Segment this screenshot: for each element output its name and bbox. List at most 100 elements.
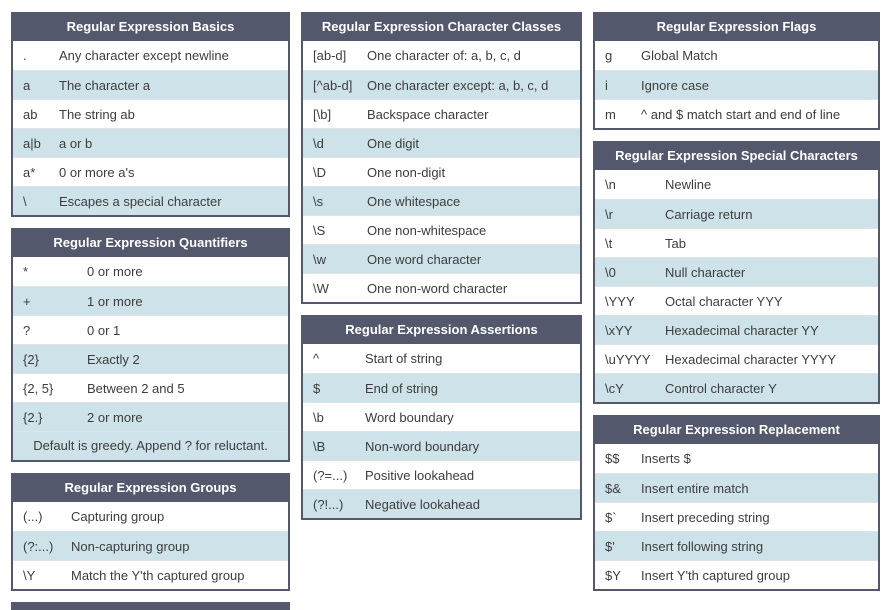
description-cell: Positive lookahead [365, 467, 475, 483]
table-row: (?:...) Non-capturing group [13, 531, 288, 560]
table-regex-quantifiers: Regular Expression Quantifiers * 0 or mor… [11, 228, 290, 462]
table-row: ^ Start of string [303, 344, 580, 373]
pattern-cell: $ [313, 380, 321, 396]
table-title: Regular Expression Quantifiers [13, 230, 288, 257]
table-row: \d One digit [303, 128, 580, 157]
description-cell: 1 or more [87, 293, 143, 309]
table-row: \s One whitespace [303, 186, 580, 215]
description-cell: One non-digit [367, 164, 446, 180]
description-cell: Global Match [641, 48, 718, 63]
pattern-cell: {2} [23, 351, 39, 367]
table-row: m ^ and $ match start and end of line [595, 99, 878, 128]
description-cell: Insert preceding string [641, 509, 770, 525]
table-row: i Ignore case [595, 70, 878, 99]
pattern-cell: {2.} [23, 409, 43, 425]
pattern-cell: \Y [23, 567, 36, 583]
table-row: \r Carriage return [595, 199, 878, 228]
description-cell: Hexadecimal character YY [665, 322, 819, 338]
description-cell: Hexadecimal character YYYY [665, 351, 837, 367]
pattern-cell: [^ab-d] [313, 77, 353, 93]
description-cell: Insert Y'th captured group [641, 567, 790, 583]
table-regex-groups: Regular Expression Groups (...) Capturing… [11, 473, 290, 591]
cutoff-table-header [11, 602, 290, 610]
description-cell: Non-capturing group [71, 538, 190, 554]
pattern-cell: \r [605, 206, 613, 222]
description-cell: ^ and $ match start and end of line [641, 106, 841, 122]
pattern-cell: $` [605, 509, 617, 525]
pattern-cell: $' [605, 538, 615, 554]
table-footer-note: Default is greedy. Append ? for reluctan… [13, 431, 288, 460]
table-row: \S One non-whitespace [303, 215, 580, 244]
pattern-cell: {2, 5} [23, 380, 54, 396]
description-cell: One word character [367, 251, 482, 267]
pattern-cell: [\b] [313, 106, 332, 122]
table-row: \Y Match the Y'th captured group [13, 560, 288, 589]
table-row: \D One non-digit [303, 157, 580, 186]
table-row: \B Non-word boundary [303, 431, 580, 460]
pattern-cell: . [23, 48, 27, 63]
pattern-cell: $Y [605, 567, 621, 583]
table-row: * 0 or more [13, 257, 288, 286]
table-row: (...) Capturing group [13, 502, 288, 531]
table-title: Regular Expression Groups [13, 475, 288, 502]
pattern-cell: \YYY [605, 293, 635, 309]
pattern-cell: \t [605, 235, 613, 251]
description-cell: Any character except newline [59, 48, 229, 63]
table-body: \n Newline \r Carriage return \t Tab \0 Null ch… [595, 170, 878, 402]
column-left: Regular Expression Basics . Any character… [11, 12, 290, 610]
pattern-cell: * [23, 264, 29, 279]
pattern-cell: \w [313, 251, 326, 267]
description-cell: One non-whitespace [367, 222, 487, 238]
table-row: ? 0 or 1 [13, 315, 288, 344]
pattern-cell: + [23, 293, 31, 309]
description-cell: One whitespace [367, 193, 461, 209]
table-regex-replacement: Regular Expression Replacement $$ Inserts… [593, 415, 880, 591]
table-row: \t Tab [595, 228, 878, 257]
table-body: [ab-d] One character of: a, b, c, d [^ab-d… [303, 41, 580, 302]
table-row: g Global Match [595, 41, 878, 70]
description-cell: End of string [365, 380, 438, 396]
description-cell: One non-word character [367, 280, 508, 296]
table-row: +1 or more [13, 286, 288, 315]
pattern-cell: \W [313, 280, 329, 296]
description-cell: Insert entire match [641, 480, 749, 496]
table-row: $' Insert following string [595, 531, 878, 560]
description-cell: Ignore case [641, 77, 709, 93]
table-row: \w One word character [303, 244, 580, 273]
pattern-cell: ? [23, 322, 31, 338]
description-cell: Insert following string [641, 538, 764, 554]
description-cell: Capturing group [71, 509, 165, 524]
table-row: $ End of string [303, 373, 580, 402]
table-body: * 0 or more +1 or more? 0 or 1 {2} Exactly 2{… [13, 257, 288, 431]
table-row: {2, 5} Between 2 and 5 [13, 373, 288, 402]
table-row: {2} Exactly 2 [13, 344, 288, 373]
table-row: \n Newline [595, 170, 878, 199]
description-cell: Carriage return [665, 206, 753, 222]
pattern-cell: ab [23, 106, 38, 122]
pattern-cell: $$ [605, 451, 620, 466]
table-title: Regular Expression Character Classes [303, 14, 580, 41]
description-cell: Backspace character [367, 106, 489, 122]
column-middle: Regular Expression Character Classes [ab… [301, 12, 582, 520]
table-row: \ Escapes a special character [13, 186, 288, 215]
table-row: a The character a [13, 70, 288, 99]
pattern-cell: m [605, 106, 616, 122]
table-row: ab The string ab [13, 99, 288, 128]
table-title: Regular Expression Assertions [303, 317, 580, 344]
table-title: Regular Expression Basics [13, 14, 288, 41]
table-regex-special-characters: Regular Expression Special Characters \n… [593, 141, 880, 404]
description-cell: a or b [59, 135, 93, 151]
table-regex-flags: Regular Expression Flags g Global Match i I… [593, 12, 880, 130]
description-cell: Exactly 2 [87, 351, 140, 367]
table-row: $& Insert entire match [595, 473, 878, 502]
description-cell: 0 or more a's [59, 164, 135, 180]
table-row: . Any character except newline [13, 41, 288, 70]
table-row: \b Word boundary [303, 402, 580, 431]
description-cell: Control character Y [665, 380, 777, 396]
pattern-cell: ^ [313, 351, 320, 366]
table-title: Regular Expression Flags [595, 14, 878, 41]
table-row: \0 Null character [595, 257, 878, 286]
description-cell: Match the Y'th captured group [71, 567, 245, 583]
table-row: [^ab-d] One character except: a, b, c, d [303, 70, 580, 99]
table-regex-assertions: Regular Expression Assertions ^ Start of … [301, 315, 582, 520]
